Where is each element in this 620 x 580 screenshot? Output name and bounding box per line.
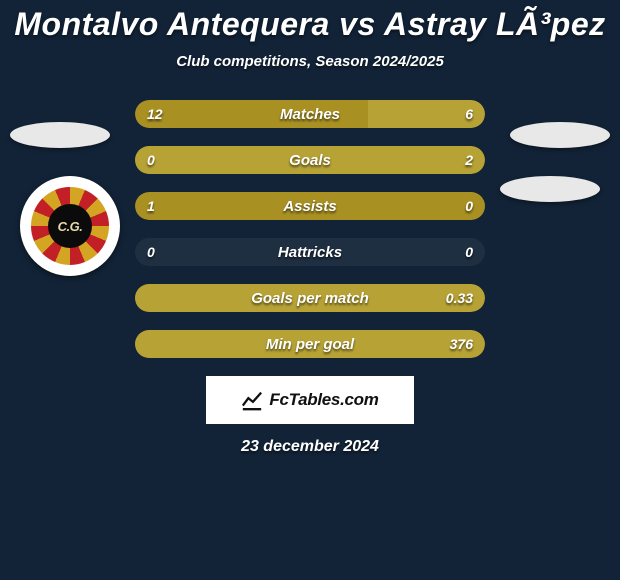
club-badge-text: C.G. <box>48 204 92 248</box>
stat-row: 02Goals <box>135 146 485 174</box>
stat-label: Goals per match <box>135 284 485 312</box>
brand-logo[interactable]: FcTables.com <box>206 376 414 424</box>
stat-row: 126Matches <box>135 100 485 128</box>
stat-label: Matches <box>135 100 485 128</box>
comparison-panel: C.G. 126Matches 02Goals 10Assists 00Hattric… <box>0 100 620 456</box>
chart-icon <box>241 389 263 411</box>
player-right-avatar-placeholder-2 <box>500 176 600 202</box>
stat-row: 0.33Goals per match <box>135 284 485 312</box>
club-badge-left: C.G. <box>20 176 120 276</box>
stat-row: 00Hattricks <box>135 238 485 266</box>
stat-row: 376Min per goal <box>135 330 485 358</box>
page-subtitle: Club competitions, Season 2024/2025 <box>0 53 620 70</box>
stat-label: Min per goal <box>135 330 485 358</box>
stat-label: Goals <box>135 146 485 174</box>
footer-date: 23 december 2024 <box>0 438 620 456</box>
stat-bars-container: 126Matches 02Goals 10Assists 00Hattricks 0.3… <box>135 100 485 358</box>
player-left-avatar-placeholder <box>10 122 110 148</box>
player-right-avatar-placeholder-1 <box>510 122 610 148</box>
brand-text: FcTables.com <box>269 390 378 410</box>
stat-label: Assists <box>135 192 485 220</box>
club-badge-stripes: C.G. <box>31 187 109 265</box>
stat-label: Hattricks <box>135 238 485 266</box>
page-title: Montalvo Antequera vs Astray LÃ³pez <box>0 0 620 43</box>
stat-row: 10Assists <box>135 192 485 220</box>
